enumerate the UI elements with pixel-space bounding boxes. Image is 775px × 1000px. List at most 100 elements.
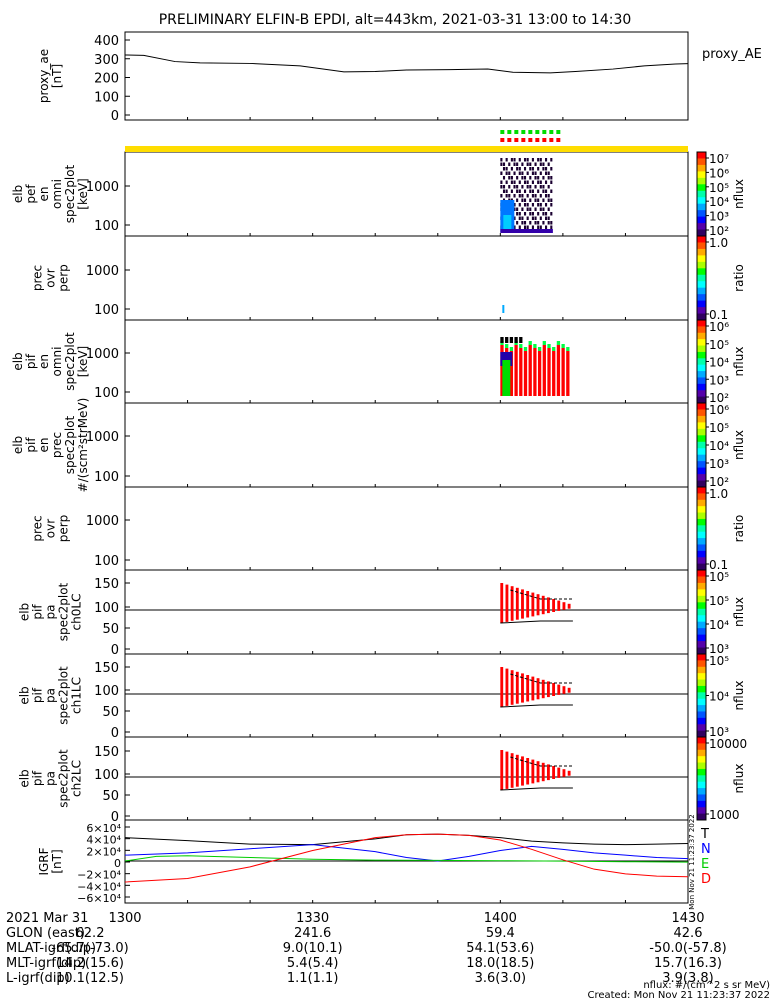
spectrogram-cell <box>502 176 506 180</box>
panel-frame <box>124 402 689 488</box>
flag-red <box>507 138 512 142</box>
spectrogram-cell <box>518 158 521 162</box>
panel-elb_pif_prec: 1000 100 elb pif en prec spec2plot #/(scm²strMe… <box>11 398 746 493</box>
pitch-angle-bin <box>536 594 540 616</box>
panel-frame <box>124 319 689 404</box>
colorbar-segment <box>697 647 706 655</box>
pitch-angle-bin <box>546 681 550 698</box>
colorbar-segment <box>697 177 706 185</box>
spectrogram-cell <box>518 203 521 207</box>
pitch-angle-bin <box>541 595 545 615</box>
spectrogram-cell <box>534 198 537 202</box>
colorbar-tick-label: 10⁵ <box>709 594 729 608</box>
pitch-angle-bin <box>562 769 566 777</box>
spectrogram-cell <box>500 345 504 396</box>
orbit-row-value: 1.1(1.1) <box>287 971 339 986</box>
flag-green <box>549 130 554 134</box>
y-axis-label: en <box>37 187 51 202</box>
spectrogram-cell <box>547 344 551 348</box>
spectrogram-cell <box>545 189 548 193</box>
pitch-angle-bin <box>526 675 530 702</box>
spectrogram-cell <box>550 203 553 207</box>
colorbar-segment <box>697 158 706 166</box>
y-tick-label: 6×10⁴ <box>86 822 121 835</box>
anti-loss-cone-line <box>500 620 573 624</box>
pitch-angle-bin <box>536 678 540 700</box>
y-axis-label: [keV] <box>76 346 90 377</box>
pitch-angle-bin <box>521 673 524 703</box>
colorbar-segment <box>697 203 706 211</box>
colorbar-segment <box>697 550 706 558</box>
y-tick-label: 400 <box>94 34 119 49</box>
colorbar-segment <box>697 467 706 475</box>
spectrogram-cell <box>513 171 516 175</box>
colorbar-segment <box>697 339 706 347</box>
colorbar-tick-label: 10⁴ <box>709 690 729 704</box>
pitch-angle-bin <box>567 603 571 609</box>
y-tick-label: 100 <box>94 684 119 699</box>
spectrogram-cell <box>526 158 529 162</box>
colorbar-segment <box>697 287 706 295</box>
colorbar-segment <box>697 236 706 243</box>
spectrogram-cell <box>539 171 542 175</box>
spectrogram-cell <box>542 221 545 225</box>
spectrogram-cell <box>531 180 534 184</box>
colorbar-segment <box>697 525 706 533</box>
x-tick-label: 1300 <box>108 911 141 926</box>
panel-proxy_ae: 400 300 200 100 0 proxy_ae [nT] proxy_AE <box>37 31 762 124</box>
colorbar-label: nflux <box>732 430 746 460</box>
y-axis-label: pif <box>31 770 45 786</box>
spectrogram-cell <box>531 216 534 220</box>
pitch-angle-bin <box>531 759 535 784</box>
spectrogram-cell <box>528 345 532 396</box>
spectrogram-cell <box>508 162 511 166</box>
orbit-row-value: 3.6(3.0) <box>475 971 527 986</box>
spectrogram-cell <box>566 347 570 351</box>
y-tick-label: 150 <box>94 745 119 760</box>
pitch-angle-bin <box>541 762 545 782</box>
y-axis-label: prec <box>50 432 64 458</box>
spectrogram-cell <box>518 180 521 184</box>
spectrogram-cell <box>534 162 537 166</box>
spectrogram-cell <box>537 347 542 351</box>
spectrogram-cell <box>526 207 529 211</box>
colorbar-segment <box>697 499 706 507</box>
colorbar-tick-label: 10⁴ <box>709 356 729 370</box>
orbit-row-value: 62.2 <box>76 926 105 941</box>
colorbar-segment <box>697 794 706 802</box>
y-tick-label: 1000 <box>86 264 119 279</box>
spectrogram-cell <box>547 171 550 175</box>
colorbar-tick-label: 10⁴ <box>709 618 729 632</box>
spectrogram-cell <box>539 225 542 229</box>
orbit-row-value: 3.9(3.8) <box>662 971 714 986</box>
pitch-angle-bin <box>510 670 514 705</box>
spectrogram-cell <box>542 341 546 345</box>
colorbar-label: ratio <box>732 515 746 543</box>
spectrogram-cell <box>550 198 553 202</box>
y-axis-label: pa <box>44 688 58 703</box>
spectrogram-cell <box>500 194 503 198</box>
spectrogram-cell <box>513 207 516 211</box>
y-tick-label: 0 <box>111 643 119 658</box>
spectrogram-cell <box>531 171 534 175</box>
colorbar-segment <box>697 730 706 738</box>
spectrogram-cell <box>566 351 570 396</box>
pitch-angle-bin <box>562 686 566 694</box>
colorbar-segment <box>697 448 706 456</box>
colorbar-segment <box>697 332 706 340</box>
spectrogram-cell <box>534 216 537 220</box>
colorbar-segment <box>697 223 706 231</box>
colorbar-tick-label: 1.0 <box>709 487 728 501</box>
spectrogram-cell <box>545 171 548 175</box>
colorbar-tick-label: 10⁵ <box>709 654 729 668</box>
spectrogram-cell <box>533 348 537 396</box>
spectrogram-cell <box>502 167 506 171</box>
spectrogram-cell <box>516 167 519 171</box>
orbit-row-value: 14.2(15.6) <box>56 956 124 971</box>
spectrogram-cell <box>539 162 542 166</box>
colorbar-segment <box>697 422 706 430</box>
colorbar-segment <box>697 454 706 462</box>
colorbar-segment <box>697 371 706 378</box>
y-axis-label: pif <box>31 604 45 620</box>
